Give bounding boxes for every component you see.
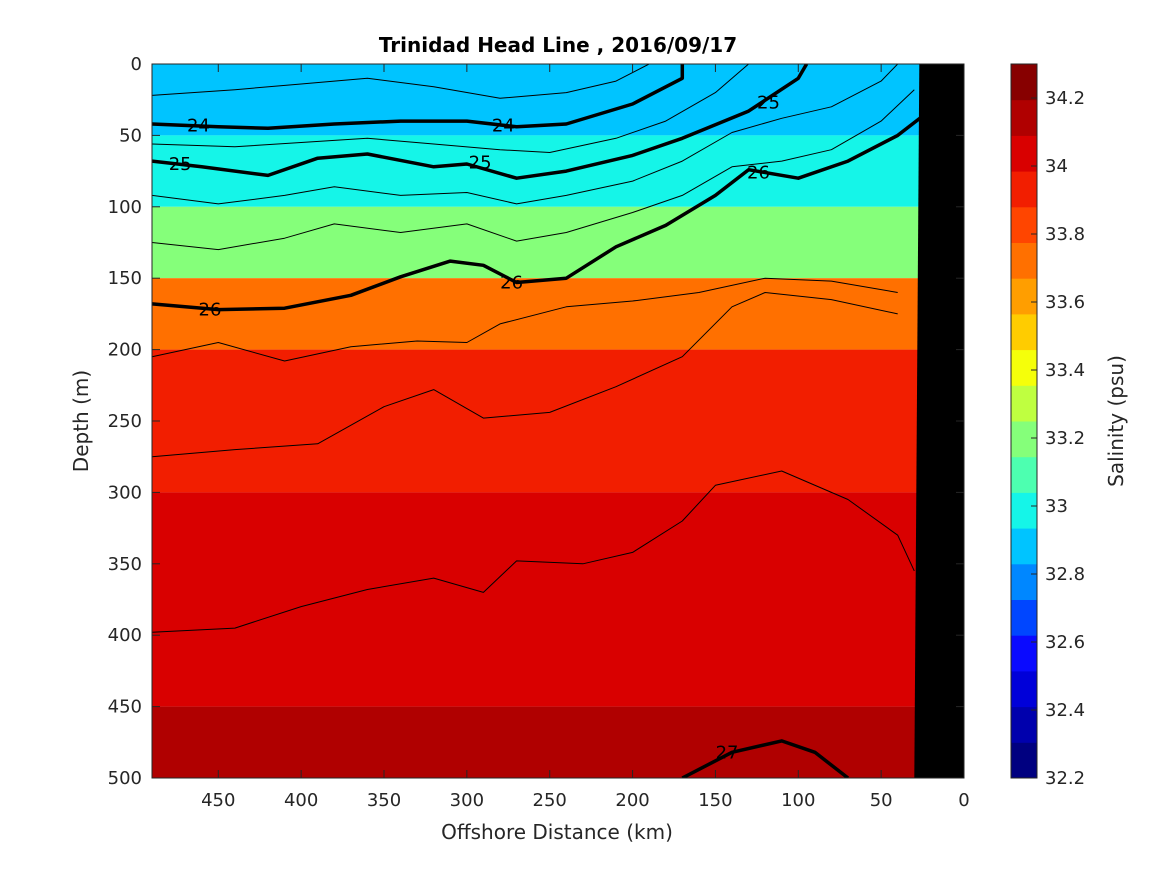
colorbar-tick-label: 33.8 <box>1045 224 1085 245</box>
colorbar-swatch <box>1011 171 1037 208</box>
density-contour-bold <box>152 64 809 180</box>
y-tick-label: 400 <box>108 625 142 646</box>
colorbar-swatch <box>1011 64 1037 101</box>
colorbar-tick-label: 33.4 <box>1045 360 1085 381</box>
colorbar-swatch <box>1011 492 1037 529</box>
y-tick-label: 300 <box>108 482 142 503</box>
salinity-band <box>152 278 964 350</box>
density-contour-bold <box>681 739 850 778</box>
x-axis-ticks: 450 400 350 300 250 200 150 100 50 0 <box>201 64 970 811</box>
colorbar-tick-label: 32.4 <box>1045 700 1085 721</box>
colorbar-swatch <box>1011 385 1037 422</box>
y-tick-label: 250 <box>108 411 142 432</box>
contour-label: 24 <box>492 115 515 136</box>
colorbar-swatch <box>1011 599 1037 636</box>
colorbar-swatch <box>1011 278 1037 315</box>
contour-label: 25 <box>469 153 492 174</box>
y-axis-ticks: 0 50 100 150 200 250 300 350 400 450 500 <box>108 54 964 789</box>
density-contour <box>152 470 915 633</box>
density-contour-bold <box>152 64 685 131</box>
colorbar-ticks: 32.2 32.4 32.6 32.8 33 33.2 33.4 33.6 33.8 34 34.2 <box>1031 88 1085 789</box>
x-tick-label: 300 <box>450 790 484 811</box>
colorbar-tick-label: 32.2 <box>1045 768 1085 789</box>
x-tick-label: 150 <box>698 790 732 811</box>
colorbar-swatch <box>1011 313 1037 351</box>
y-tick-label: 50 <box>119 125 142 146</box>
salinity-fill-layer <box>152 64 964 778</box>
x-axis-label: Offshore Distance (km) <box>441 820 673 844</box>
x-tick-label: 200 <box>615 790 649 811</box>
colorbar-tick-label: 33.2 <box>1045 428 1085 449</box>
colorbar-tick-label: 33.6 <box>1045 292 1085 313</box>
x-tick-label: 0 <box>958 790 969 811</box>
colorbar-swatch <box>1011 456 1037 493</box>
salinity-band <box>152 349 964 493</box>
colorbar-tick-label: 32.6 <box>1045 632 1085 653</box>
y-tick-label: 350 <box>108 554 142 575</box>
x-tick-label: 100 <box>781 790 815 811</box>
density-contour <box>152 277 898 362</box>
contour-label: 27 <box>716 742 739 763</box>
contour-label: 25 <box>169 154 192 175</box>
y-tick-label: 150 <box>108 268 142 289</box>
density-contour <box>152 89 915 251</box>
colorbar-swatch <box>1011 670 1037 708</box>
salinity-band <box>152 206 964 279</box>
colorbar-swatch <box>1011 349 1037 386</box>
contour-label: 24 <box>187 115 210 136</box>
colorbar-tick-label: 34 <box>1045 156 1068 177</box>
colorbar-tick-label: 34.2 <box>1045 88 1085 109</box>
density-contour <box>152 64 749 153</box>
density-contour-bold <box>152 108 932 312</box>
colorbar-swatch <box>1011 99 1037 136</box>
salinity-band <box>152 492 964 707</box>
colorbar-swatch <box>1011 206 1037 243</box>
colorbar-tick-label: 33 <box>1045 496 1068 517</box>
colorbar-swatch <box>1011 528 1037 565</box>
contour-label: 26 <box>199 300 222 321</box>
chart-title: Trinidad Head Line , 2016/09/17 <box>379 33 737 57</box>
x-tick-label: 250 <box>533 790 567 811</box>
seafloor-shape <box>914 64 964 778</box>
x-tick-label: 350 <box>367 790 401 811</box>
colorbar-swatch <box>1011 706 1037 743</box>
x-tick-label: 450 <box>201 790 235 811</box>
density-contour <box>152 64 899 205</box>
salinity-band <box>152 706 964 778</box>
contour-label: 26 <box>747 163 770 184</box>
colorbar-swatch <box>1011 242 1037 279</box>
x-tick-label: 400 <box>284 790 318 811</box>
colorbar-frame <box>1010 63 1038 779</box>
density-contour <box>152 64 650 99</box>
x-tick-label: 50 <box>870 790 893 811</box>
y-tick-label: 200 <box>108 340 142 361</box>
contour-label: 26 <box>500 272 523 293</box>
bathymetry-layer <box>914 64 964 778</box>
y-tick-label: 100 <box>108 197 142 218</box>
contour-label: 25 <box>757 93 780 114</box>
colorbar-swatch <box>1011 635 1037 672</box>
y-axis-label: Depth (m) <box>69 370 93 472</box>
colorbar-swatch <box>1011 421 1037 458</box>
density-contour <box>152 292 898 458</box>
y-tick-label: 450 <box>108 697 142 718</box>
density-contour-layer <box>152 64 932 778</box>
colorbar <box>1010 63 1038 779</box>
colorbar-swatch <box>1011 563 1037 600</box>
colorbar-swatch <box>1011 742 1037 779</box>
y-tick-label: 0 <box>131 54 142 75</box>
colorbar-tick-label: 32.8 <box>1045 564 1085 585</box>
colorbar-label: Salinity (psu) <box>1104 355 1128 487</box>
y-tick-label: 500 <box>108 768 142 789</box>
